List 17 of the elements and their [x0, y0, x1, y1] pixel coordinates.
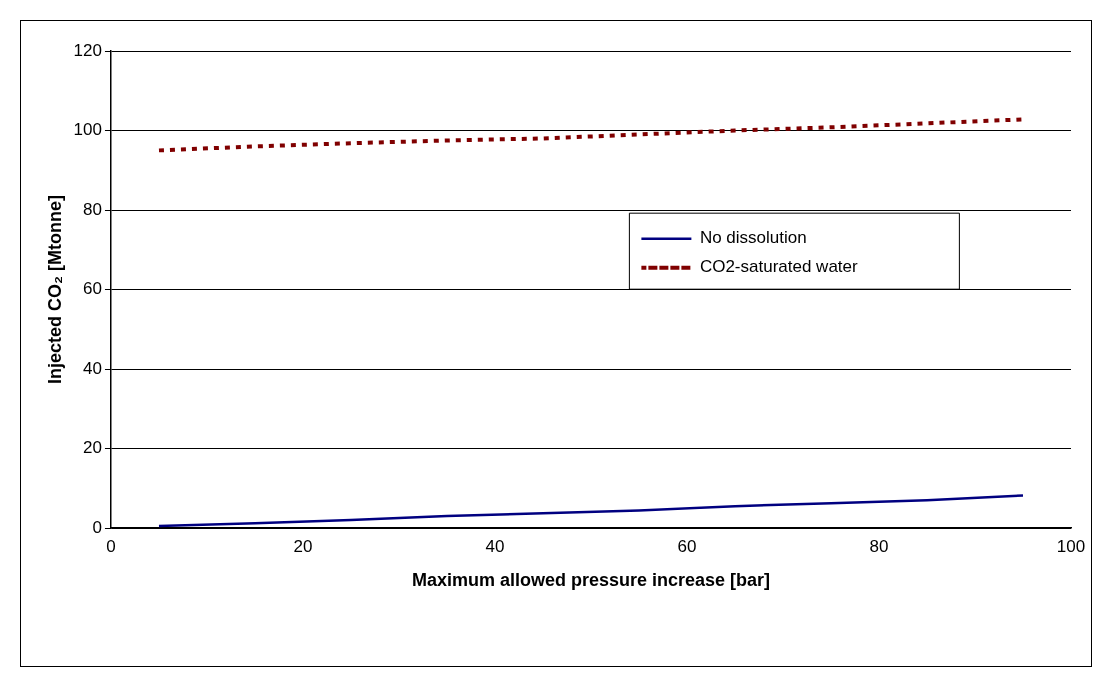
x-tick-label: 40	[485, 536, 505, 556]
y-tick-label: 0	[92, 517, 102, 537]
y-tick-label: 80	[83, 199, 102, 219]
x-tick-label: 0	[106, 536, 116, 556]
x-tick-label: 100	[1056, 536, 1086, 556]
y-tick-label: 60	[83, 279, 102, 299]
y-tick-label: 20	[83, 438, 102, 458]
x-axis-title: Maximum allowed pressure increase [bar]	[411, 570, 771, 591]
y-tick-label: 120	[73, 40, 102, 60]
legend-label: CO2-saturated water	[699, 257, 859, 277]
x-tick-label: 80	[869, 536, 889, 556]
x-tick-label: 60	[677, 536, 697, 556]
legend-label: No dissolution	[699, 228, 807, 248]
y-tick-label: 100	[73, 120, 102, 140]
x-tick-label: 20	[293, 536, 313, 556]
y-tick-label: 40	[83, 358, 102, 378]
y-axis-title: Injected CO₂ [Mtonne]	[44, 195, 65, 384]
